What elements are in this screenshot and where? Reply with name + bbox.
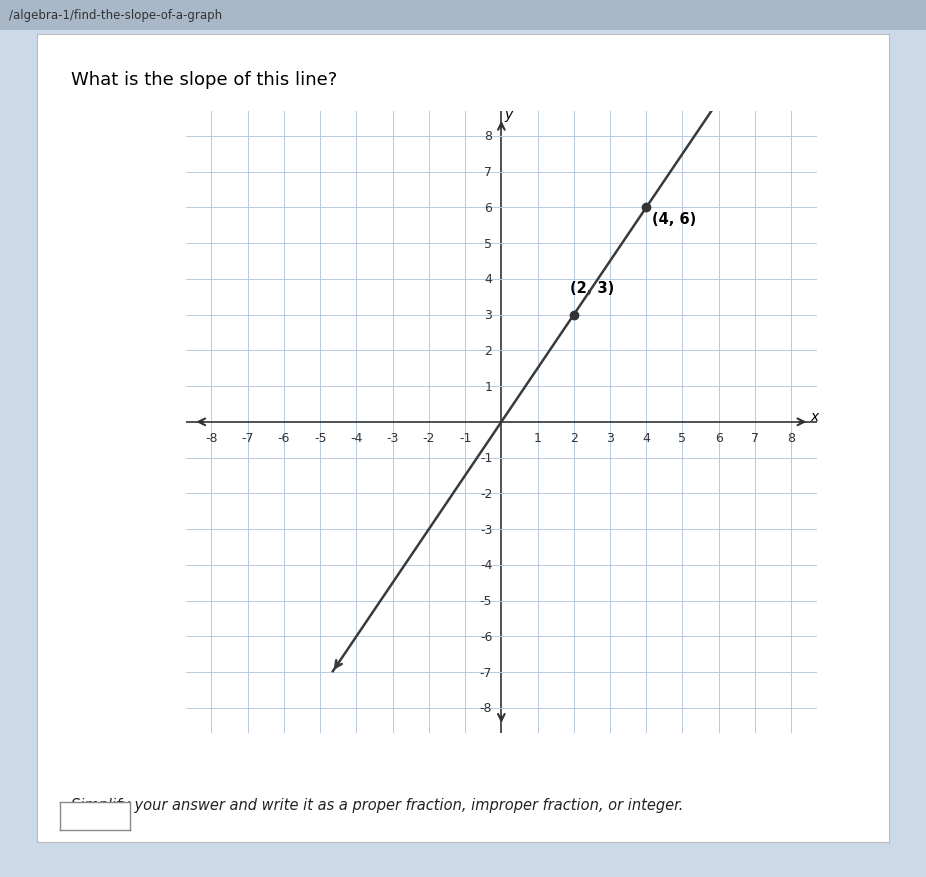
Text: -4: -4 xyxy=(350,431,363,445)
Text: What is the slope of this line?: What is the slope of this line? xyxy=(71,71,337,89)
Text: 3: 3 xyxy=(607,431,614,445)
Text: -7: -7 xyxy=(242,431,254,445)
Text: 1: 1 xyxy=(484,380,493,393)
Text: 4: 4 xyxy=(643,431,650,445)
Text: 4: 4 xyxy=(484,273,493,286)
Text: 5: 5 xyxy=(484,238,493,250)
Text: 2: 2 xyxy=(569,431,578,445)
Text: -3: -3 xyxy=(386,431,399,445)
Text: -1: -1 xyxy=(480,452,493,465)
Text: -2: -2 xyxy=(422,431,435,445)
Text: -1: -1 xyxy=(459,431,471,445)
Text: -2: -2 xyxy=(480,488,493,500)
Text: /algebra-1/find-the-slope-of-a-graph: /algebra-1/find-the-slope-of-a-graph xyxy=(9,9,222,22)
Text: -5: -5 xyxy=(480,595,493,608)
Text: -8: -8 xyxy=(206,431,218,445)
Text: 7: 7 xyxy=(484,166,493,179)
Text: 8: 8 xyxy=(484,130,493,143)
Text: (2, 3): (2, 3) xyxy=(570,281,615,296)
Text: Simplify your answer and write it as a proper fraction, improper fraction, or in: Simplify your answer and write it as a p… xyxy=(71,797,683,812)
Text: x: x xyxy=(810,410,819,424)
Text: y: y xyxy=(505,108,513,122)
Text: 1: 1 xyxy=(533,431,542,445)
Text: 5: 5 xyxy=(679,431,686,445)
Text: -6: -6 xyxy=(278,431,290,445)
Text: 2: 2 xyxy=(484,345,493,358)
Text: -7: -7 xyxy=(480,666,493,679)
Text: 6: 6 xyxy=(484,202,493,215)
Text: -4: -4 xyxy=(480,559,493,572)
Text: -5: -5 xyxy=(314,431,327,445)
Text: 7: 7 xyxy=(751,431,759,445)
Text: 8: 8 xyxy=(787,431,795,445)
Text: 3: 3 xyxy=(484,309,493,322)
Text: -8: -8 xyxy=(480,702,493,715)
Text: (4, 6): (4, 6) xyxy=(652,211,696,226)
Text: 6: 6 xyxy=(715,431,722,445)
Text: -3: -3 xyxy=(480,523,493,536)
Text: -6: -6 xyxy=(480,630,493,643)
